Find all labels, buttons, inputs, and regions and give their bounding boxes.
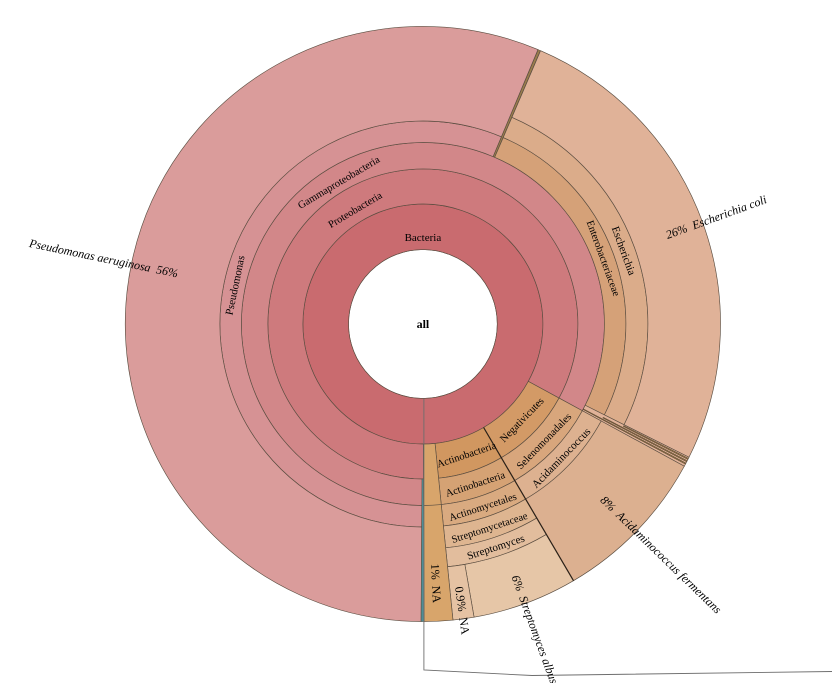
- svg-text:Bacteria: Bacteria: [405, 232, 442, 244]
- svg-text:all: all: [417, 317, 430, 331]
- svg-text:0.9% NA: 0.9% NA: [452, 586, 473, 636]
- svg-text:8% Acidaminococcus fermentans: 8% Acidaminococcus fermentans: [598, 493, 725, 617]
- svg-text:1% NA: 1% NA: [428, 563, 444, 603]
